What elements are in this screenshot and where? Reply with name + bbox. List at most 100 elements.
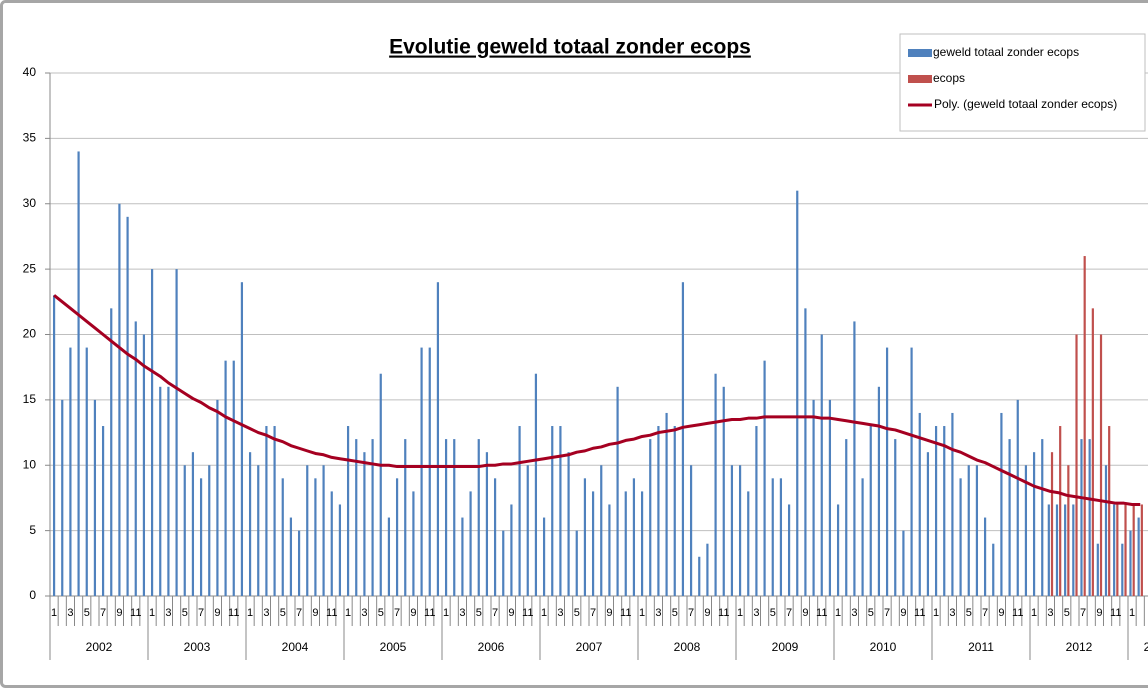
bar [134, 321, 137, 596]
bar [1064, 504, 1067, 596]
bar [1000, 412, 1003, 596]
x-tick-label: 3 [165, 607, 171, 619]
x-tick-label: 1 [149, 607, 155, 619]
x-tick-label: 1 [933, 607, 939, 619]
bar [314, 478, 317, 596]
bar [363, 452, 366, 596]
bar [1016, 399, 1019, 596]
x-tick-label: 11 [1110, 607, 1121, 619]
bar [142, 334, 146, 596]
bar [85, 347, 88, 596]
bar [412, 491, 415, 596]
bar [1075, 334, 1078, 596]
x-tick-label: 5 [182, 607, 188, 619]
bar [673, 426, 676, 596]
x-tick-label: 1 [541, 607, 547, 619]
x-tick-label: 11 [130, 607, 141, 619]
bar [1140, 504, 1143, 596]
x-tick-label: 9 [900, 607, 906, 619]
x-tick-label: 5 [280, 607, 286, 619]
x-tick-label: 5 [1064, 607, 1070, 619]
bar [306, 465, 309, 596]
bar [771, 478, 774, 596]
bar [289, 517, 293, 596]
x-tick-label: 5 [770, 607, 776, 619]
x-tick-label: 11 [522, 607, 533, 619]
year-label: 2009 [772, 640, 799, 654]
bar [1108, 426, 1111, 596]
bar [1047, 504, 1050, 596]
x-tick-label: 1 [835, 607, 841, 619]
bar [265, 426, 268, 596]
bar [992, 543, 995, 596]
bar [167, 386, 170, 596]
bar [346, 426, 350, 596]
bar [1116, 504, 1119, 596]
bar [1041, 439, 1044, 596]
bar [951, 412, 954, 596]
bar [869, 426, 872, 596]
bar [1124, 504, 1127, 596]
legend-box [899, 33, 1146, 132]
bar [1055, 504, 1059, 596]
year-label: 2006 [478, 640, 505, 654]
x-tick-label: 9 [410, 607, 416, 619]
bar [714, 373, 717, 596]
x-tick-label: 3 [67, 607, 73, 619]
bar [583, 478, 587, 596]
bar [297, 530, 301, 596]
y-tick-label: 40 [23, 65, 37, 79]
bar [216, 399, 219, 596]
bar [338, 504, 342, 596]
bar [1072, 504, 1075, 596]
x-tick-label: 7 [786, 607, 792, 619]
bar [477, 439, 480, 596]
x-tick-label: 11 [1012, 607, 1023, 619]
bar [1032, 452, 1036, 596]
bar [722, 386, 725, 596]
bar [755, 426, 758, 596]
x-tick-label: 7 [296, 607, 302, 619]
bar [1059, 426, 1062, 596]
bar [118, 203, 121, 596]
bar [469, 491, 472, 596]
bar [967, 465, 970, 596]
year-label: 2011 [968, 640, 994, 654]
bar [551, 426, 554, 596]
bar [657, 426, 660, 596]
y-tick-label: 5 [29, 523, 36, 537]
x-tick-label: 3 [361, 607, 367, 619]
bar [820, 334, 823, 596]
x-tick-label: 9 [998, 607, 1004, 619]
x-tick-label: 3 [851, 607, 857, 619]
bar [706, 543, 709, 596]
bar [1104, 465, 1108, 596]
y-tick-label: 15 [23, 392, 37, 406]
x-tick-label: 7 [884, 607, 890, 619]
bar [232, 360, 235, 596]
legend-swatch [908, 75, 932, 83]
legend-label: ecops [933, 71, 965, 85]
bar [69, 347, 72, 596]
bar [779, 478, 783, 596]
bar [273, 426, 276, 596]
bar [1008, 439, 1011, 596]
bar [975, 465, 979, 596]
x-tick-label: 11 [718, 607, 729, 619]
x-tick-label: 1 [1129, 607, 1135, 619]
x-tick-label: 9 [704, 607, 710, 619]
bar [534, 373, 538, 596]
bar [52, 295, 56, 596]
bar [591, 491, 595, 596]
bar [379, 373, 382, 596]
bar [461, 517, 464, 596]
x-tick-label: 7 [590, 607, 596, 619]
x-tick-label: 7 [1080, 607, 1086, 619]
bar [420, 347, 423, 596]
bar [616, 386, 619, 596]
bar [126, 216, 129, 596]
bar [150, 269, 154, 596]
x-tick-label: 9 [508, 607, 514, 619]
bar [224, 360, 227, 596]
